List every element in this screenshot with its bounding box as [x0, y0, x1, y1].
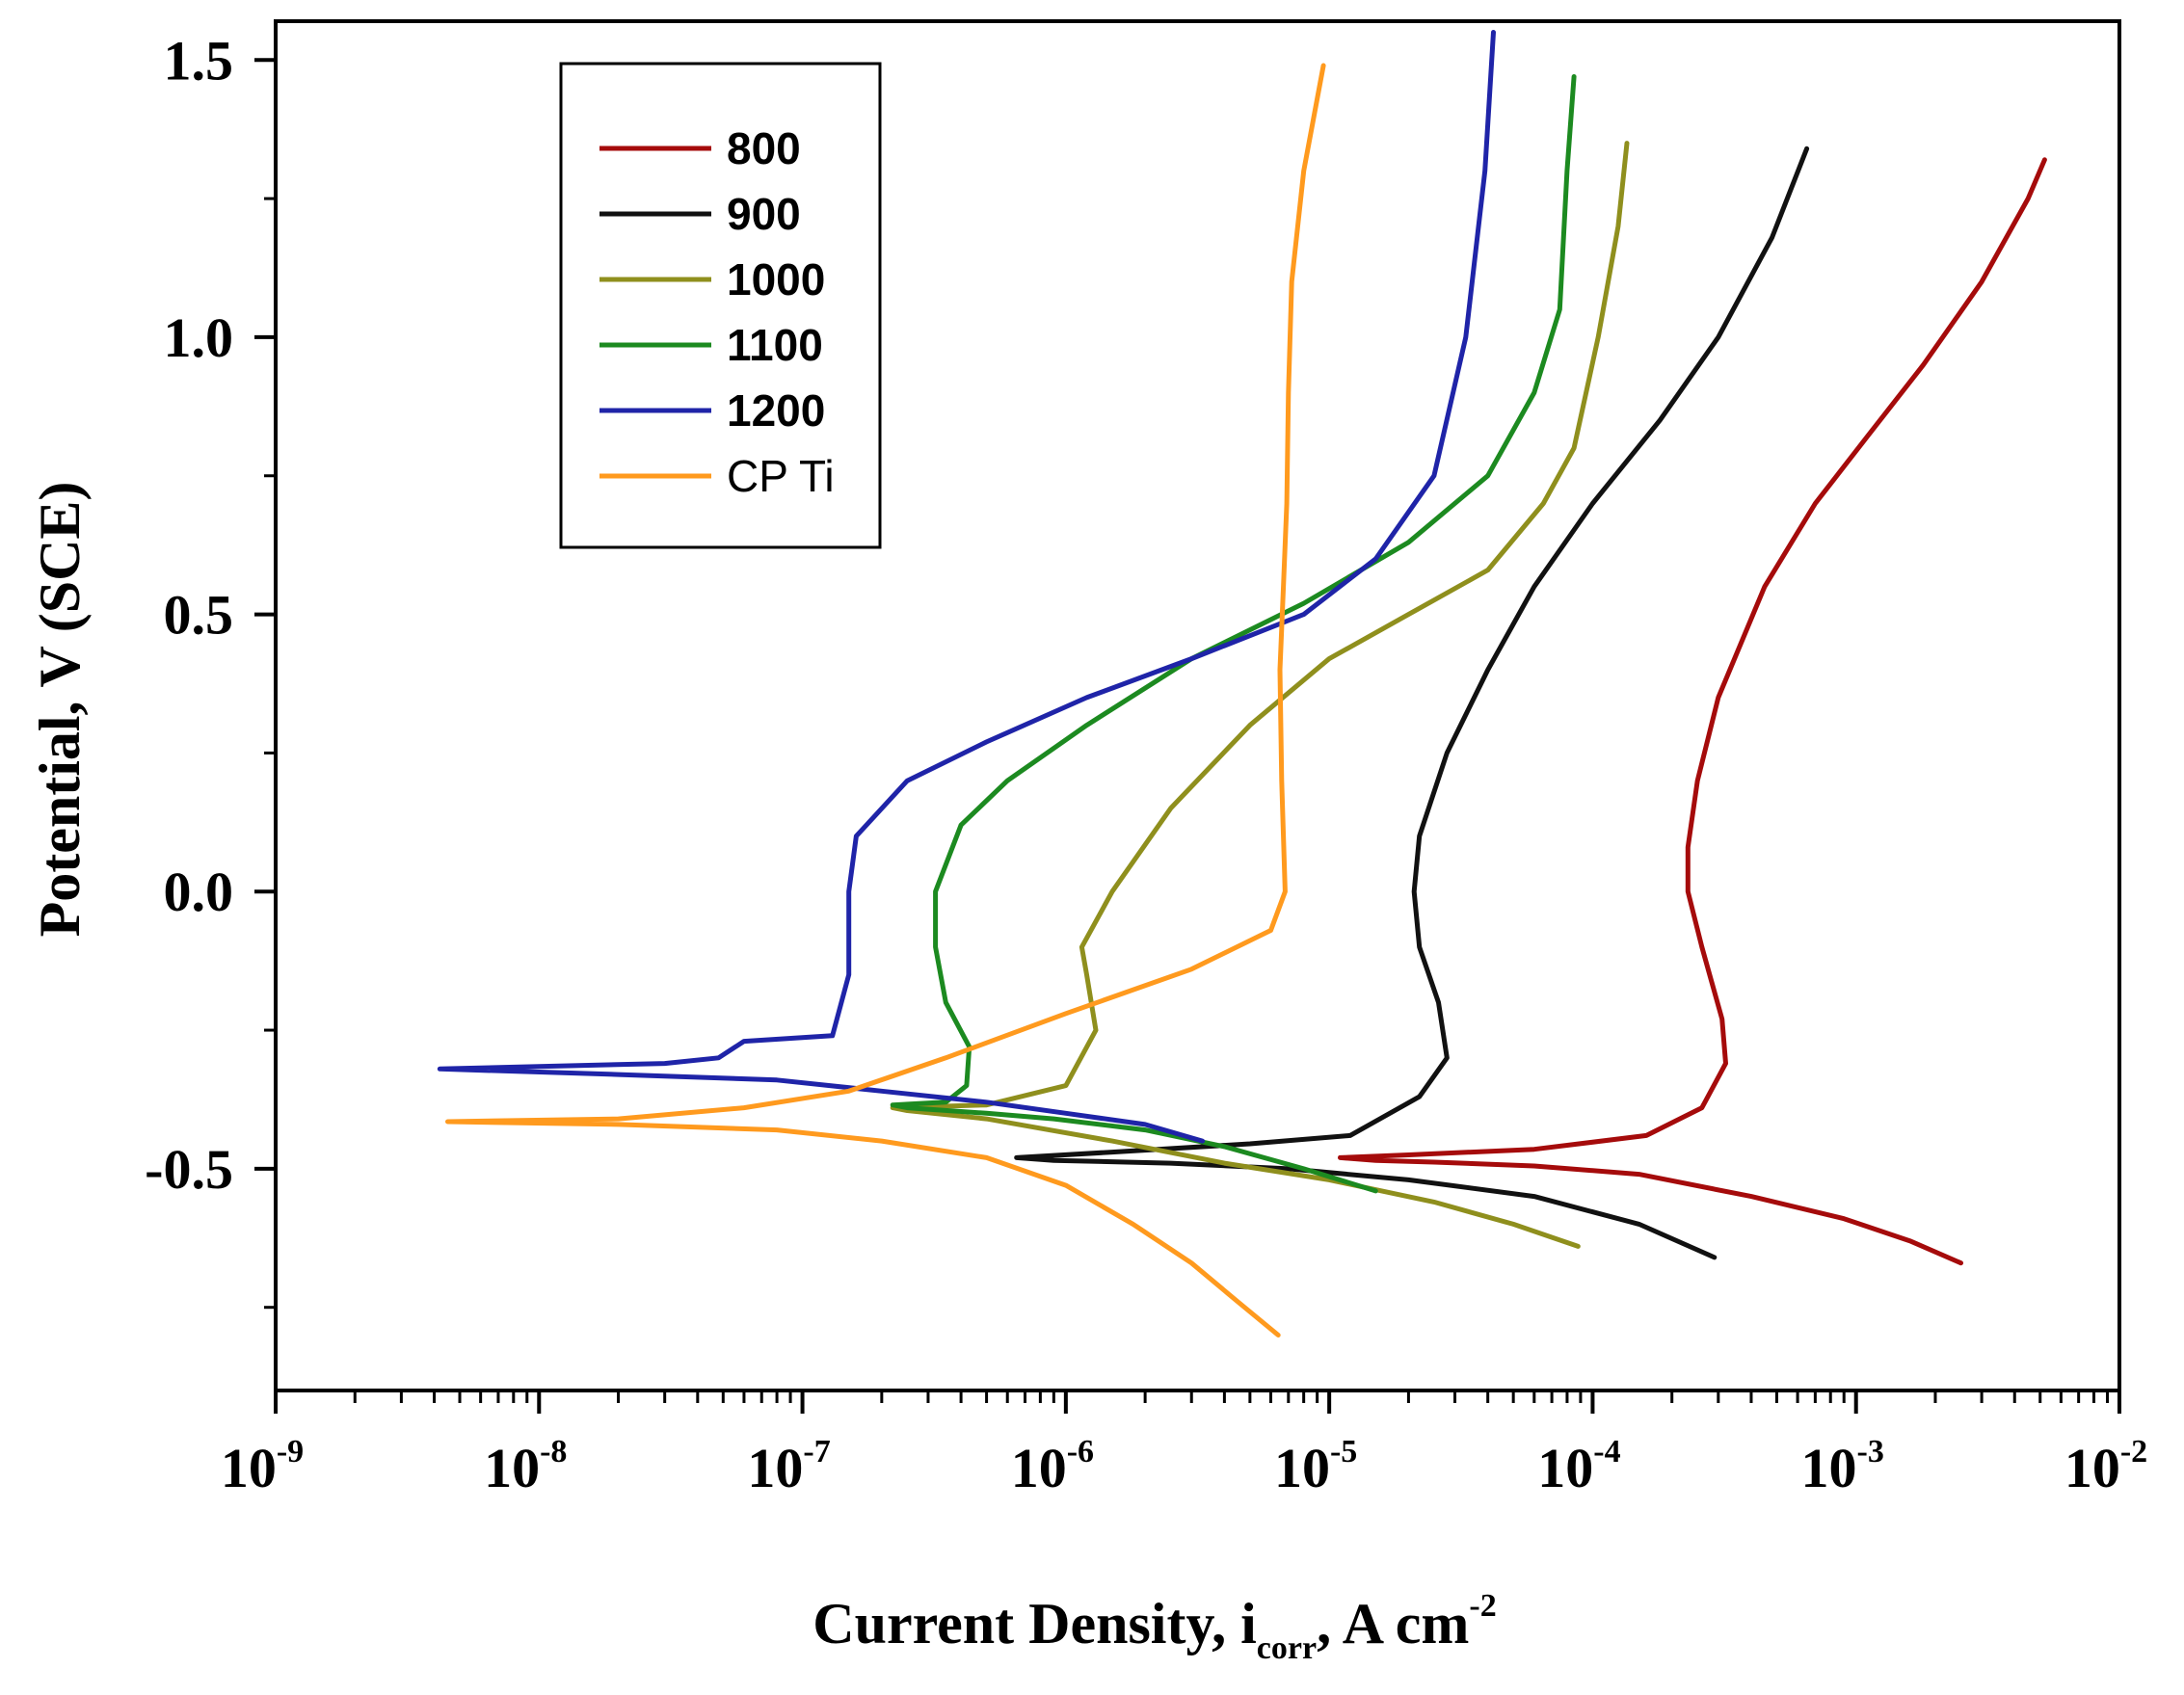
legend: 800 900 1000 1100 1200 CP Ti [559, 62, 882, 549]
y-tick-label: 1.5 [164, 29, 234, 92]
x-tick-base: 10 [1537, 1437, 1593, 1499]
y-tick-label: 1.0 [164, 306, 234, 369]
x-tick-base: 10 [2064, 1437, 2120, 1499]
series-line-900 [1014, 146, 1810, 1260]
y-tick-label: 0.0 [164, 861, 234, 923]
legend-items: 800 900 1000 1100 1200 CP Ti [599, 123, 835, 501]
legend-label: 900 [727, 189, 801, 239]
x-tick-label: 10-3 [1801, 1434, 1884, 1499]
x-tick-label: 10-2 [2064, 1434, 2147, 1499]
x-tick-label: 10-5 [1274, 1434, 1357, 1499]
x-tick-label: 10-7 [747, 1434, 830, 1499]
x-axis-title-suffix: , A cm [1317, 1592, 1469, 1655]
x-tick-base: 10 [484, 1437, 540, 1499]
x-tick-label: 10-4 [1537, 1434, 1620, 1499]
legend-label: 1000 [727, 254, 825, 305]
x-tick-exponent: -9 [277, 1434, 304, 1470]
x-axis-title-superscript: -2 [1469, 1588, 1496, 1624]
x-tick-label: 10-8 [484, 1434, 567, 1499]
series-line-1100 [890, 74, 1577, 1194]
legend-box [559, 62, 882, 549]
y-tick-label: -0.5 [145, 1138, 233, 1201]
y-axis-title: Potential, V (SCE) [28, 482, 92, 938]
x-tick-exponent: -3 [1857, 1434, 1884, 1470]
x-tick-exponent: -2 [2120, 1434, 2147, 1470]
x-tick-label: 10-6 [1011, 1434, 1094, 1499]
x-tick-label: 10-9 [221, 1434, 304, 1499]
series-line-1000 [890, 141, 1630, 1249]
series-line-1200 [437, 30, 1496, 1144]
x-axis-title-subscript: corr [1257, 1630, 1317, 1666]
x-axis-title-main: Current Density, i [812, 1592, 1257, 1655]
x-tick-base: 10 [1274, 1437, 1330, 1499]
x-tick-base: 10 [221, 1437, 277, 1499]
x-tick-base: 10 [747, 1437, 803, 1499]
x-tick-exponent: -8 [540, 1434, 567, 1470]
x-tick-exponent: -6 [1067, 1434, 1094, 1470]
legend-label: CP Ti [727, 451, 835, 501]
series-line-cp-ti [445, 63, 1326, 1337]
series-layer [437, 30, 2047, 1337]
legend-label: 800 [727, 123, 801, 173]
y-tick-label: 0.5 [164, 584, 234, 647]
x-tick-exponent: -5 [1330, 1434, 1357, 1470]
x-tick-base: 10 [1801, 1437, 1857, 1499]
x-axis-title: Current Density, icorr, A cm-2 [812, 1588, 1496, 1666]
x-axis: 10-9 10-8 10-7 10-6 10-5 10-4 10-3 10-2 [221, 1390, 2147, 1499]
legend-label: 1100 [727, 320, 823, 370]
x-tick-exponent: -7 [803, 1434, 830, 1470]
plot-frame [274, 19, 2121, 1392]
y-axis: -0.5 0.0 0.5 1.0 1.5 [145, 29, 276, 1310]
legend-label: 1200 [727, 385, 825, 436]
series-line-800 [1338, 157, 2047, 1266]
x-tick-base: 10 [1011, 1437, 1067, 1499]
x-tick-exponent: -4 [1593, 1434, 1620, 1470]
